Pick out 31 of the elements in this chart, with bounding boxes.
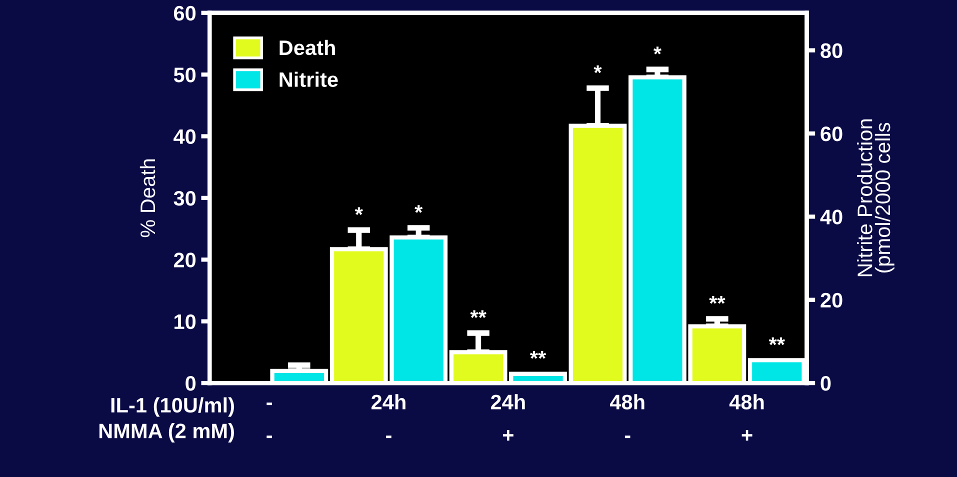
x-tick-label: 24h + bbox=[490, 394, 525, 441]
category-label: 48h - bbox=[610, 394, 644, 438]
y-tick-label: 60 bbox=[174, 6, 196, 21]
x-tick-label: 48h + bbox=[729, 394, 764, 441]
category-label: - - bbox=[266, 402, 272, 438]
text: NMMA (2 mM) bbox=[99, 423, 234, 442]
y-tick-label: 10 bbox=[174, 314, 196, 330]
data-label: ** bbox=[768, 337, 785, 346]
data-label: ** bbox=[470, 310, 486, 318]
y2-tick-label: 0 bbox=[820, 376, 831, 391]
legend-label: Nitrite bbox=[280, 72, 338, 87]
y-tick-label: 30 bbox=[174, 190, 196, 206]
data-label: * bbox=[653, 46, 662, 54]
y-tick-label: 0 bbox=[186, 376, 196, 391]
text: IL-1 (10U/ml) bbox=[111, 397, 234, 417]
y2-tick-label: 40 bbox=[820, 210, 842, 224]
y-tick-label: 50 bbox=[174, 68, 196, 82]
data-label: * bbox=[594, 65, 602, 74]
y-tick-label: 40 bbox=[174, 129, 196, 144]
y2-tick-label: 80 bbox=[820, 43, 842, 58]
y2-tick-label: 20 bbox=[820, 292, 842, 308]
category-label: 24h - bbox=[372, 394, 406, 438]
data-label: ** bbox=[530, 351, 546, 359]
data-label: ** bbox=[709, 296, 726, 304]
legend-label: Death bbox=[280, 40, 335, 56]
data-label: * bbox=[354, 207, 363, 215]
y2-axis-title: Nitrite Production (pmol/2000 cells bbox=[857, 119, 894, 276]
y-axis-title: % Death bbox=[140, 159, 156, 238]
data-label: * bbox=[414, 205, 423, 213]
y2-tick-label: 60 bbox=[820, 126, 842, 142]
y-tick-label: 20 bbox=[174, 252, 196, 268]
